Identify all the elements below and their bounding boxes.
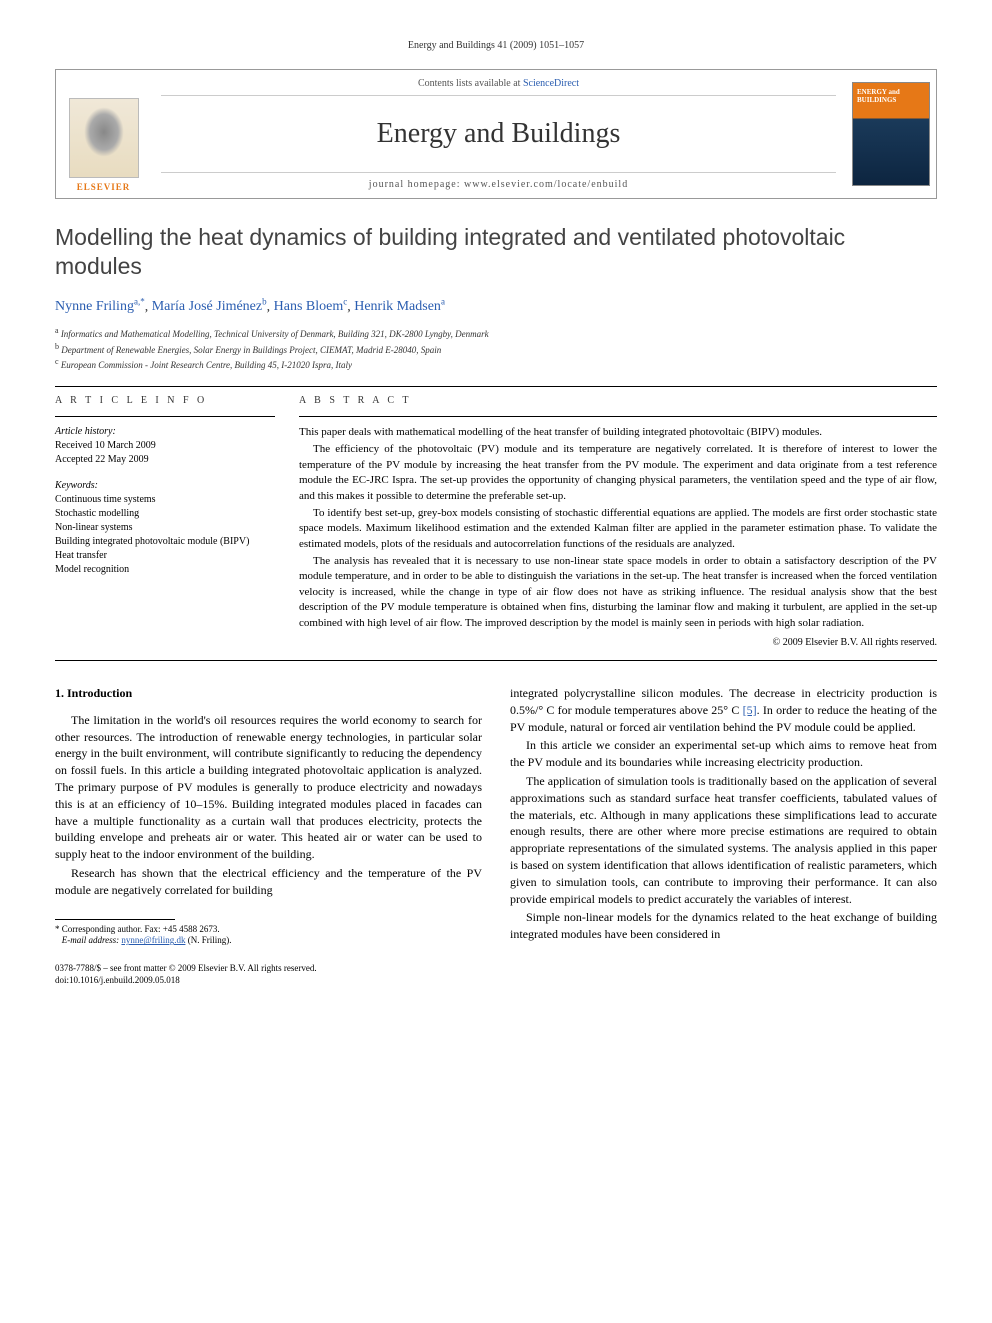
affiliation-line: b Department of Renewable Energies, Sola… [55,341,937,357]
abstract-para: The analysis has revealed that it is nec… [299,554,937,631]
email-label: E-mail address: [62,935,119,945]
author-affil-sup: a,* [134,297,145,307]
contents-prefix: Contents lists available at [418,78,523,89]
keyword: Model recognition [55,563,275,577]
journal-masthead: ELSEVIER Contents lists available at Sci… [55,69,937,199]
body-para: In this article we consider an experimen… [510,737,937,771]
article-info-label: A R T I C L E I N F O [55,395,275,406]
keyword: Building integrated photovoltaic module … [55,535,275,549]
history-label: Article history: [55,425,275,439]
abstract-label: A B S T R A C T [299,395,937,406]
body-para-text: integrated polycrystalline silicon modul… [510,686,937,734]
corr-author-line: * Corresponding author. Fax: +45 4588 26… [55,924,482,936]
author-affil-sup: a [441,297,445,307]
author-link[interactable]: Henrik Madsen [354,299,441,314]
journal-name: Energy and Buildings [151,118,846,150]
rule-bottom [55,660,937,661]
footnote-rule [55,919,175,920]
issn-line: 0378-7788/$ – see front matter © 2009 El… [55,963,482,975]
section-heading: 1. Introduction [55,685,482,702]
author-link[interactable]: Hans Bloem [274,299,344,314]
author: Hans Bloemc [274,299,348,314]
author: Henrik Madsena [354,299,445,314]
author-list: Nynne Frilinga,*, María José Jiménezb, H… [55,297,937,316]
author-affil-sup: c [343,297,347,307]
email-link[interactable]: nynne@friling.dk [121,935,185,945]
journal-cover-thumbnail: ENERGY and BUILDINGS [852,82,930,186]
sciencedirect-link[interactable]: ScienceDirect [523,78,579,89]
footer-issn-doi: 0378-7788/$ – see front matter © 2009 El… [55,963,482,986]
abstract-para: To identify best set-up, grey-box models… [299,506,937,552]
body-right-column: integrated polycrystalline silicon modul… [510,685,937,986]
keywords-block: Keywords: Continuous time systems Stocha… [55,479,275,577]
article-history: Article history: Received 10 March 2009 … [55,425,275,467]
affiliations: a Informatics and Mathematical Modelling… [55,325,937,372]
masthead-center: Contents lists available at ScienceDirec… [151,70,846,198]
body-para: Research has shown that the electrical e… [55,865,482,899]
article-info-column: A R T I C L E I N F O Article history: R… [55,395,275,648]
keyword: Heat transfer [55,549,275,563]
body-para: integrated polycrystalline silicon modul… [510,685,937,735]
rule-info [55,416,275,417]
author-link[interactable]: Nynne Friling [55,299,134,314]
abstract-para: This paper deals with mathematical model… [299,425,937,440]
rule-abs [299,416,937,417]
affiliation-line: c European Commission - Joint Research C… [55,356,937,372]
ref-link[interactable]: [5] [743,703,757,717]
abstract-body: This paper deals with mathematical model… [299,425,937,631]
article-title: Modelling the heat dynamics of building … [55,223,937,281]
article-page: Energy and Buildings 41 (2009) 1051–1057… [0,0,992,1026]
corresponding-author-footnote: * Corresponding author. Fax: +45 4588 26… [55,924,482,947]
keyword: Stochastic modelling [55,507,275,521]
keyword: Continuous time systems [55,493,275,507]
elsevier-label: ELSEVIER [77,182,131,192]
abstract-copyright: © 2009 Elsevier B.V. All rights reserved… [299,637,937,648]
journal-homepage-line: journal homepage: www.elsevier.com/locat… [161,172,836,190]
author: María José Jiménezb [152,299,267,314]
body-two-column: 1. Introduction The limitation in the wo… [55,685,937,986]
info-abstract-row: A R T I C L E I N F O Article history: R… [55,395,937,648]
author: Nynne Frilinga,* [55,299,145,314]
doi-line: doi:10.1016/j.enbuild.2009.05.018 [55,975,482,987]
running-header: Energy and Buildings 41 (2009) 1051–1057 [55,40,937,51]
cover-thumbnail-block: ENERGY and BUILDINGS [846,70,936,198]
body-para: The application of simulation tools is t… [510,773,937,907]
cover-thumb-text: ENERGY and BUILDINGS [857,89,925,104]
keywords-label: Keywords: [55,479,275,493]
keyword: Non-linear systems [55,521,275,535]
affiliation-line: a Informatics and Mathematical Modelling… [55,325,937,341]
email-suffix: (N. Friling). [188,935,232,945]
elsevier-tree-icon [69,98,139,178]
author-link[interactable]: María José Jiménez [152,299,262,314]
body-para: Simple non-linear models for the dynamic… [510,909,937,943]
received-date: Received 10 March 2009 [55,439,275,453]
accepted-date: Accepted 22 May 2009 [55,453,275,467]
author-affil-sup: b [262,297,267,307]
body-para: The limitation in the world's oil resour… [55,712,482,863]
body-left-column: 1. Introduction The limitation in the wo… [55,685,482,986]
abstract-column: A B S T R A C T This paper deals with ma… [299,395,937,648]
abstract-para: The efficiency of the photovoltaic (PV) … [299,442,937,504]
contents-available-line: Contents lists available at ScienceDirec… [161,78,836,96]
publisher-logo-block: ELSEVIER [56,70,151,198]
homepage-prefix: journal homepage: [369,179,464,190]
rule-top [55,386,937,387]
email-line: E-mail address: nynne@friling.dk (N. Fri… [55,935,482,947]
homepage-url: www.elsevier.com/locate/enbuild [464,179,628,190]
